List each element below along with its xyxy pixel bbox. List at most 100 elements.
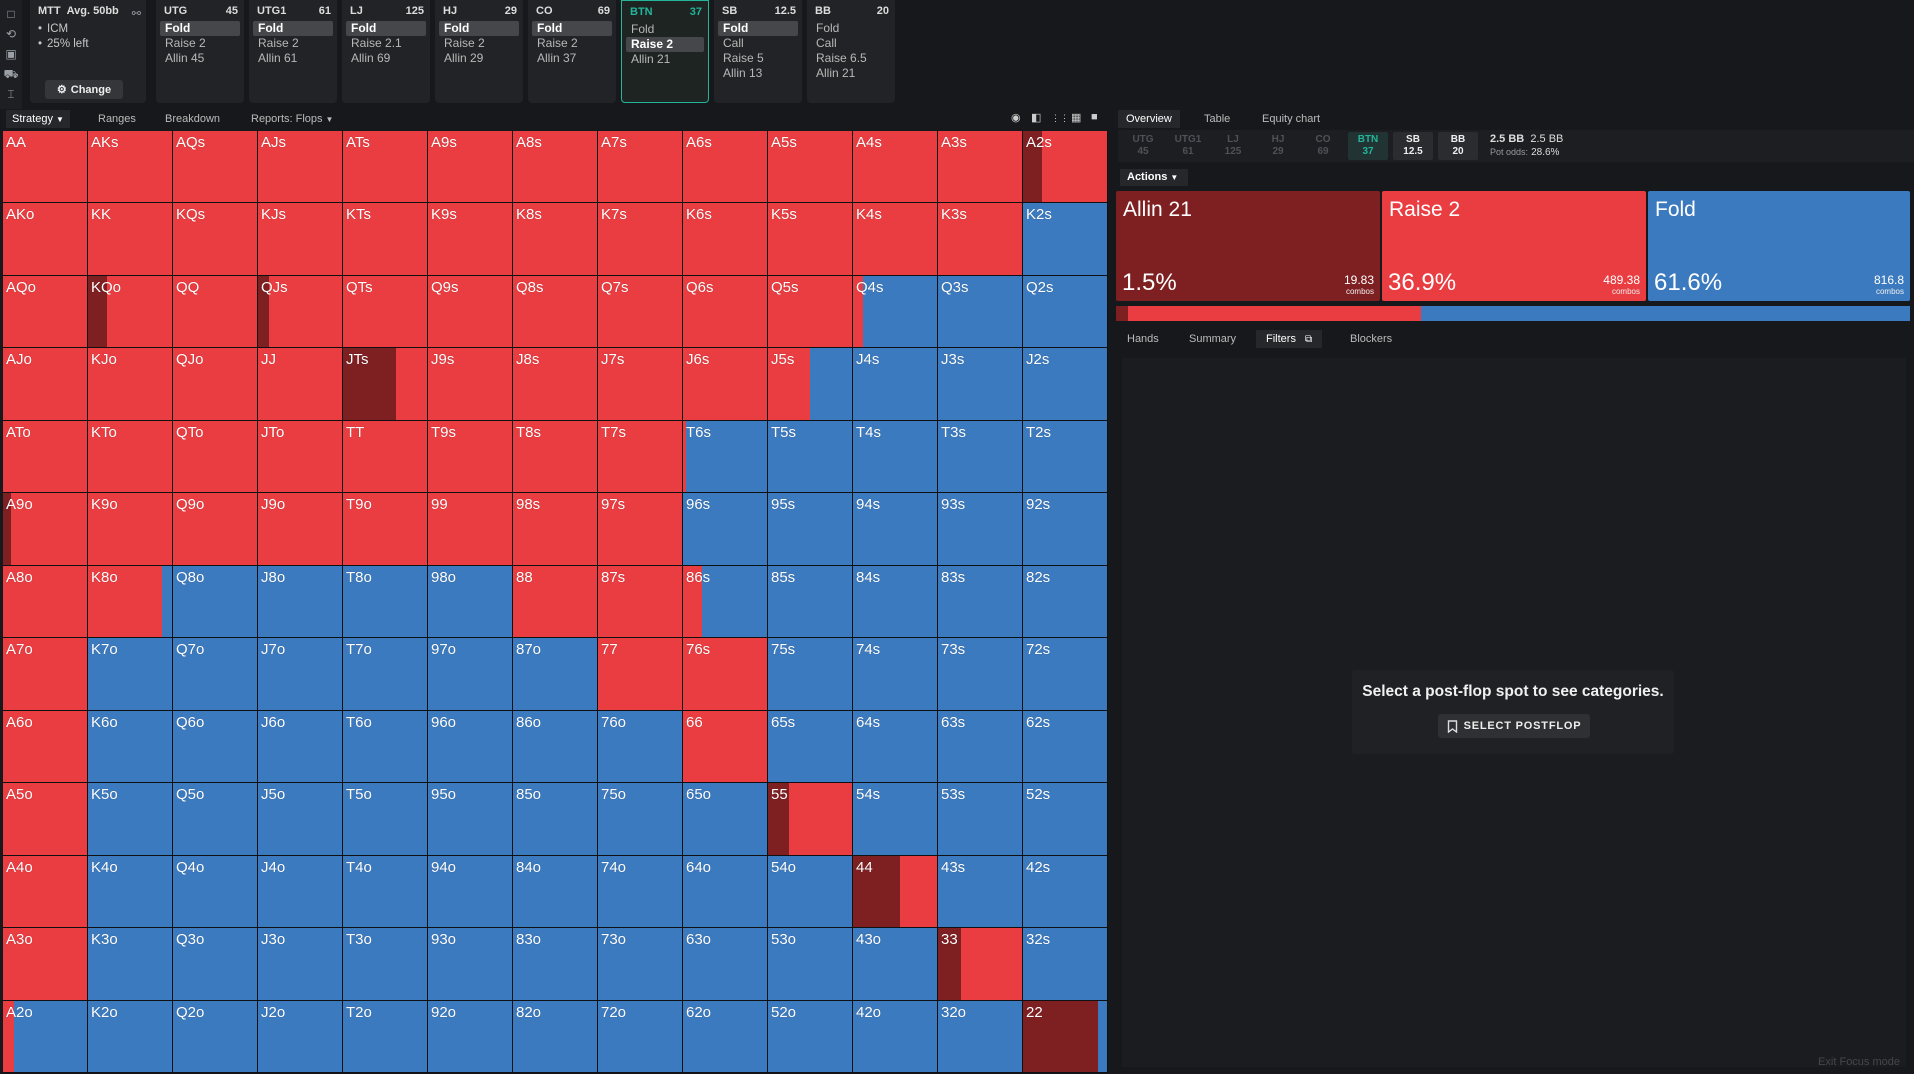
hand-cell[interactable]: QTs [343, 275, 428, 349]
hand-cell[interactable]: AKs [88, 131, 173, 204]
hand-cell[interactable]: K9o [88, 493, 173, 566]
hand-cell[interactable]: 63o [683, 928, 768, 1001]
hand-cell[interactable]: AA [3, 131, 88, 204]
hand-cell[interactable]: J8s [513, 348, 598, 421]
action-card-allin[interactable]: Allin 21 1.5% 19.83 combos [1116, 191, 1380, 301]
hand-cell[interactable]: T9s [428, 420, 513, 494]
hand-cell[interactable]: J6s [683, 348, 768, 421]
hand-cell[interactable]: JTs [343, 348, 428, 421]
action-option[interactable]: Allin 45 [165, 51, 205, 65]
hand-cell[interactable]: K5s [768, 203, 853, 276]
hand-cell[interactable]: J9s [428, 348, 513, 421]
hand-cell[interactable]: 74o [598, 855, 683, 929]
hand-cell[interactable]: K5o [88, 783, 173, 856]
action-option[interactable]: Raise 5 [723, 51, 764, 65]
hand-cell[interactable]: 72s [1023, 638, 1108, 711]
hand-cell[interactable]: A8o [3, 565, 88, 639]
hand-cell[interactable]: 92o [428, 1000, 513, 1073]
hand-cell[interactable]: 75o [598, 783, 683, 856]
hand-cell[interactable]: Q3o [173, 928, 258, 1001]
hand-cell[interactable]: Q6s [683, 275, 768, 349]
hand-cell[interactable]: 55 [768, 783, 853, 856]
hand-cell[interactable]: 86s [683, 565, 768, 639]
action-option[interactable]: Call [816, 36, 837, 50]
hand-cell[interactable]: A5o [3, 783, 88, 856]
hand-cell[interactable]: K4s [853, 203, 938, 276]
hand-cell[interactable]: K3o [88, 928, 173, 1001]
hand-cell[interactable]: T7s [598, 420, 683, 494]
text-cursor-icon[interactable]: ⌶ [7, 87, 15, 101]
tab-strategy[interactable]: Strategy ▼ [6, 110, 70, 128]
hand-cell[interactable]: Q8s [513, 275, 598, 349]
hand-cell[interactable]: T9o [343, 493, 428, 566]
hand-cell[interactable]: Q7s [598, 275, 683, 349]
view-mode-solid-icon[interactable]: ■ [1091, 111, 1098, 123]
hand-cell[interactable]: QTo [173, 420, 258, 494]
stack-chip-sb[interactable]: SB 12.5 [1393, 132, 1433, 160]
hand-cell[interactable]: T2s [1023, 420, 1108, 494]
tab-blockers[interactable]: Blockers [1350, 333, 1393, 345]
hand-cell[interactable]: 52s [1023, 783, 1108, 856]
hand-cell[interactable]: 64s [853, 710, 938, 784]
hand-cell[interactable]: 76s [683, 638, 768, 711]
action-option[interactable]: Fold [532, 21, 612, 36]
hand-cell[interactable]: KJs [258, 203, 343, 276]
hand-cell[interactable]: Q7o [173, 638, 258, 711]
hand-cell[interactable]: J2s [1023, 348, 1108, 421]
hand-cell[interactable]: K8o [88, 565, 173, 639]
hand-cell[interactable]: 88 [513, 565, 598, 639]
action-option[interactable]: Raise 2 [626, 37, 704, 52]
change-button[interactable]: ⚙ Change [45, 80, 123, 99]
hand-cell[interactable]: 22 [1023, 1000, 1108, 1073]
hand-cell[interactable]: K2o [88, 1000, 173, 1073]
refresh-icon[interactable]: ⟲ [5, 27, 17, 41]
hand-cell[interactable]: K7o [88, 638, 173, 711]
hand-cell[interactable]: A2o [3, 1000, 88, 1073]
hand-cell[interactable]: T5s [768, 420, 853, 494]
hand-cell[interactable]: 66 [683, 710, 768, 784]
hand-cell[interactable]: T7o [343, 638, 428, 711]
hand-cell[interactable]: 74s [853, 638, 938, 711]
action-option[interactable]: Allin 21 [631, 52, 671, 66]
hand-cell[interactable]: 53s [938, 783, 1023, 856]
hand-cell[interactable]: 93o [428, 928, 513, 1001]
tab-breakdown[interactable]: Breakdown [165, 113, 221, 125]
hand-cell[interactable]: J5o [258, 783, 343, 856]
hand-cell[interactable]: T6s [683, 420, 768, 494]
hand-cell[interactable]: 65s [768, 710, 853, 784]
hand-cell[interactable]: KQo [88, 275, 173, 349]
hand-cell[interactable]: ATo [3, 420, 88, 494]
hand-cell[interactable]: 98o [428, 565, 513, 639]
hand-cell[interactable]: J7o [258, 638, 343, 711]
action-card-raise[interactable]: Raise 2 36.9% 489.38 combos [1382, 191, 1646, 301]
tab-equity-chart[interactable]: Equity chart [1262, 113, 1321, 125]
hand-cell[interactable]: J3s [938, 348, 1023, 421]
hand-cell[interactable]: 87s [598, 565, 683, 639]
hand-cell[interactable]: T3o [343, 928, 428, 1001]
position-panel-utg[interactable]: UTG 45 Fold Raise 2 Allin 45 [156, 0, 244, 103]
hand-cell[interactable]: 32s [1023, 928, 1108, 1001]
hand-cell[interactable]: 53o [768, 928, 853, 1001]
hand-cell[interactable]: K2s [1023, 203, 1108, 276]
hand-cell[interactable]: A6o [3, 710, 88, 784]
hand-cell[interactable]: 96o [428, 710, 513, 784]
hand-cell[interactable]: AKo [3, 203, 88, 276]
hand-cell[interactable]: A4s [853, 131, 938, 204]
hand-cell[interactable]: 98s [513, 493, 598, 566]
hand-cell[interactable]: 93s [938, 493, 1023, 566]
hand-cell[interactable]: A4o [3, 855, 88, 929]
action-option[interactable]: Allin 29 [444, 51, 484, 65]
hand-cell[interactable]: 73o [598, 928, 683, 1001]
hand-cell[interactable]: 73s [938, 638, 1023, 711]
hand-cell[interactable]: JJ [258, 348, 343, 421]
stack-chip-utg1[interactable]: UTG1 61 [1168, 132, 1208, 160]
hand-cell[interactable]: 62o [683, 1000, 768, 1073]
hand-cell[interactable]: J9o [258, 493, 343, 566]
hand-cell[interactable]: 95o [428, 783, 513, 856]
hand-cell[interactable]: Q6o [173, 710, 258, 784]
hand-cell[interactable]: KTs [343, 203, 428, 276]
position-panel-lj[interactable]: LJ 125 Fold Raise 2.1 Allin 69 [342, 0, 430, 103]
stack-chip-btn[interactable]: BTN 37 [1348, 132, 1388, 160]
action-option[interactable]: Allin 21 [816, 66, 856, 80]
hand-cell[interactable]: 43s [938, 855, 1023, 929]
